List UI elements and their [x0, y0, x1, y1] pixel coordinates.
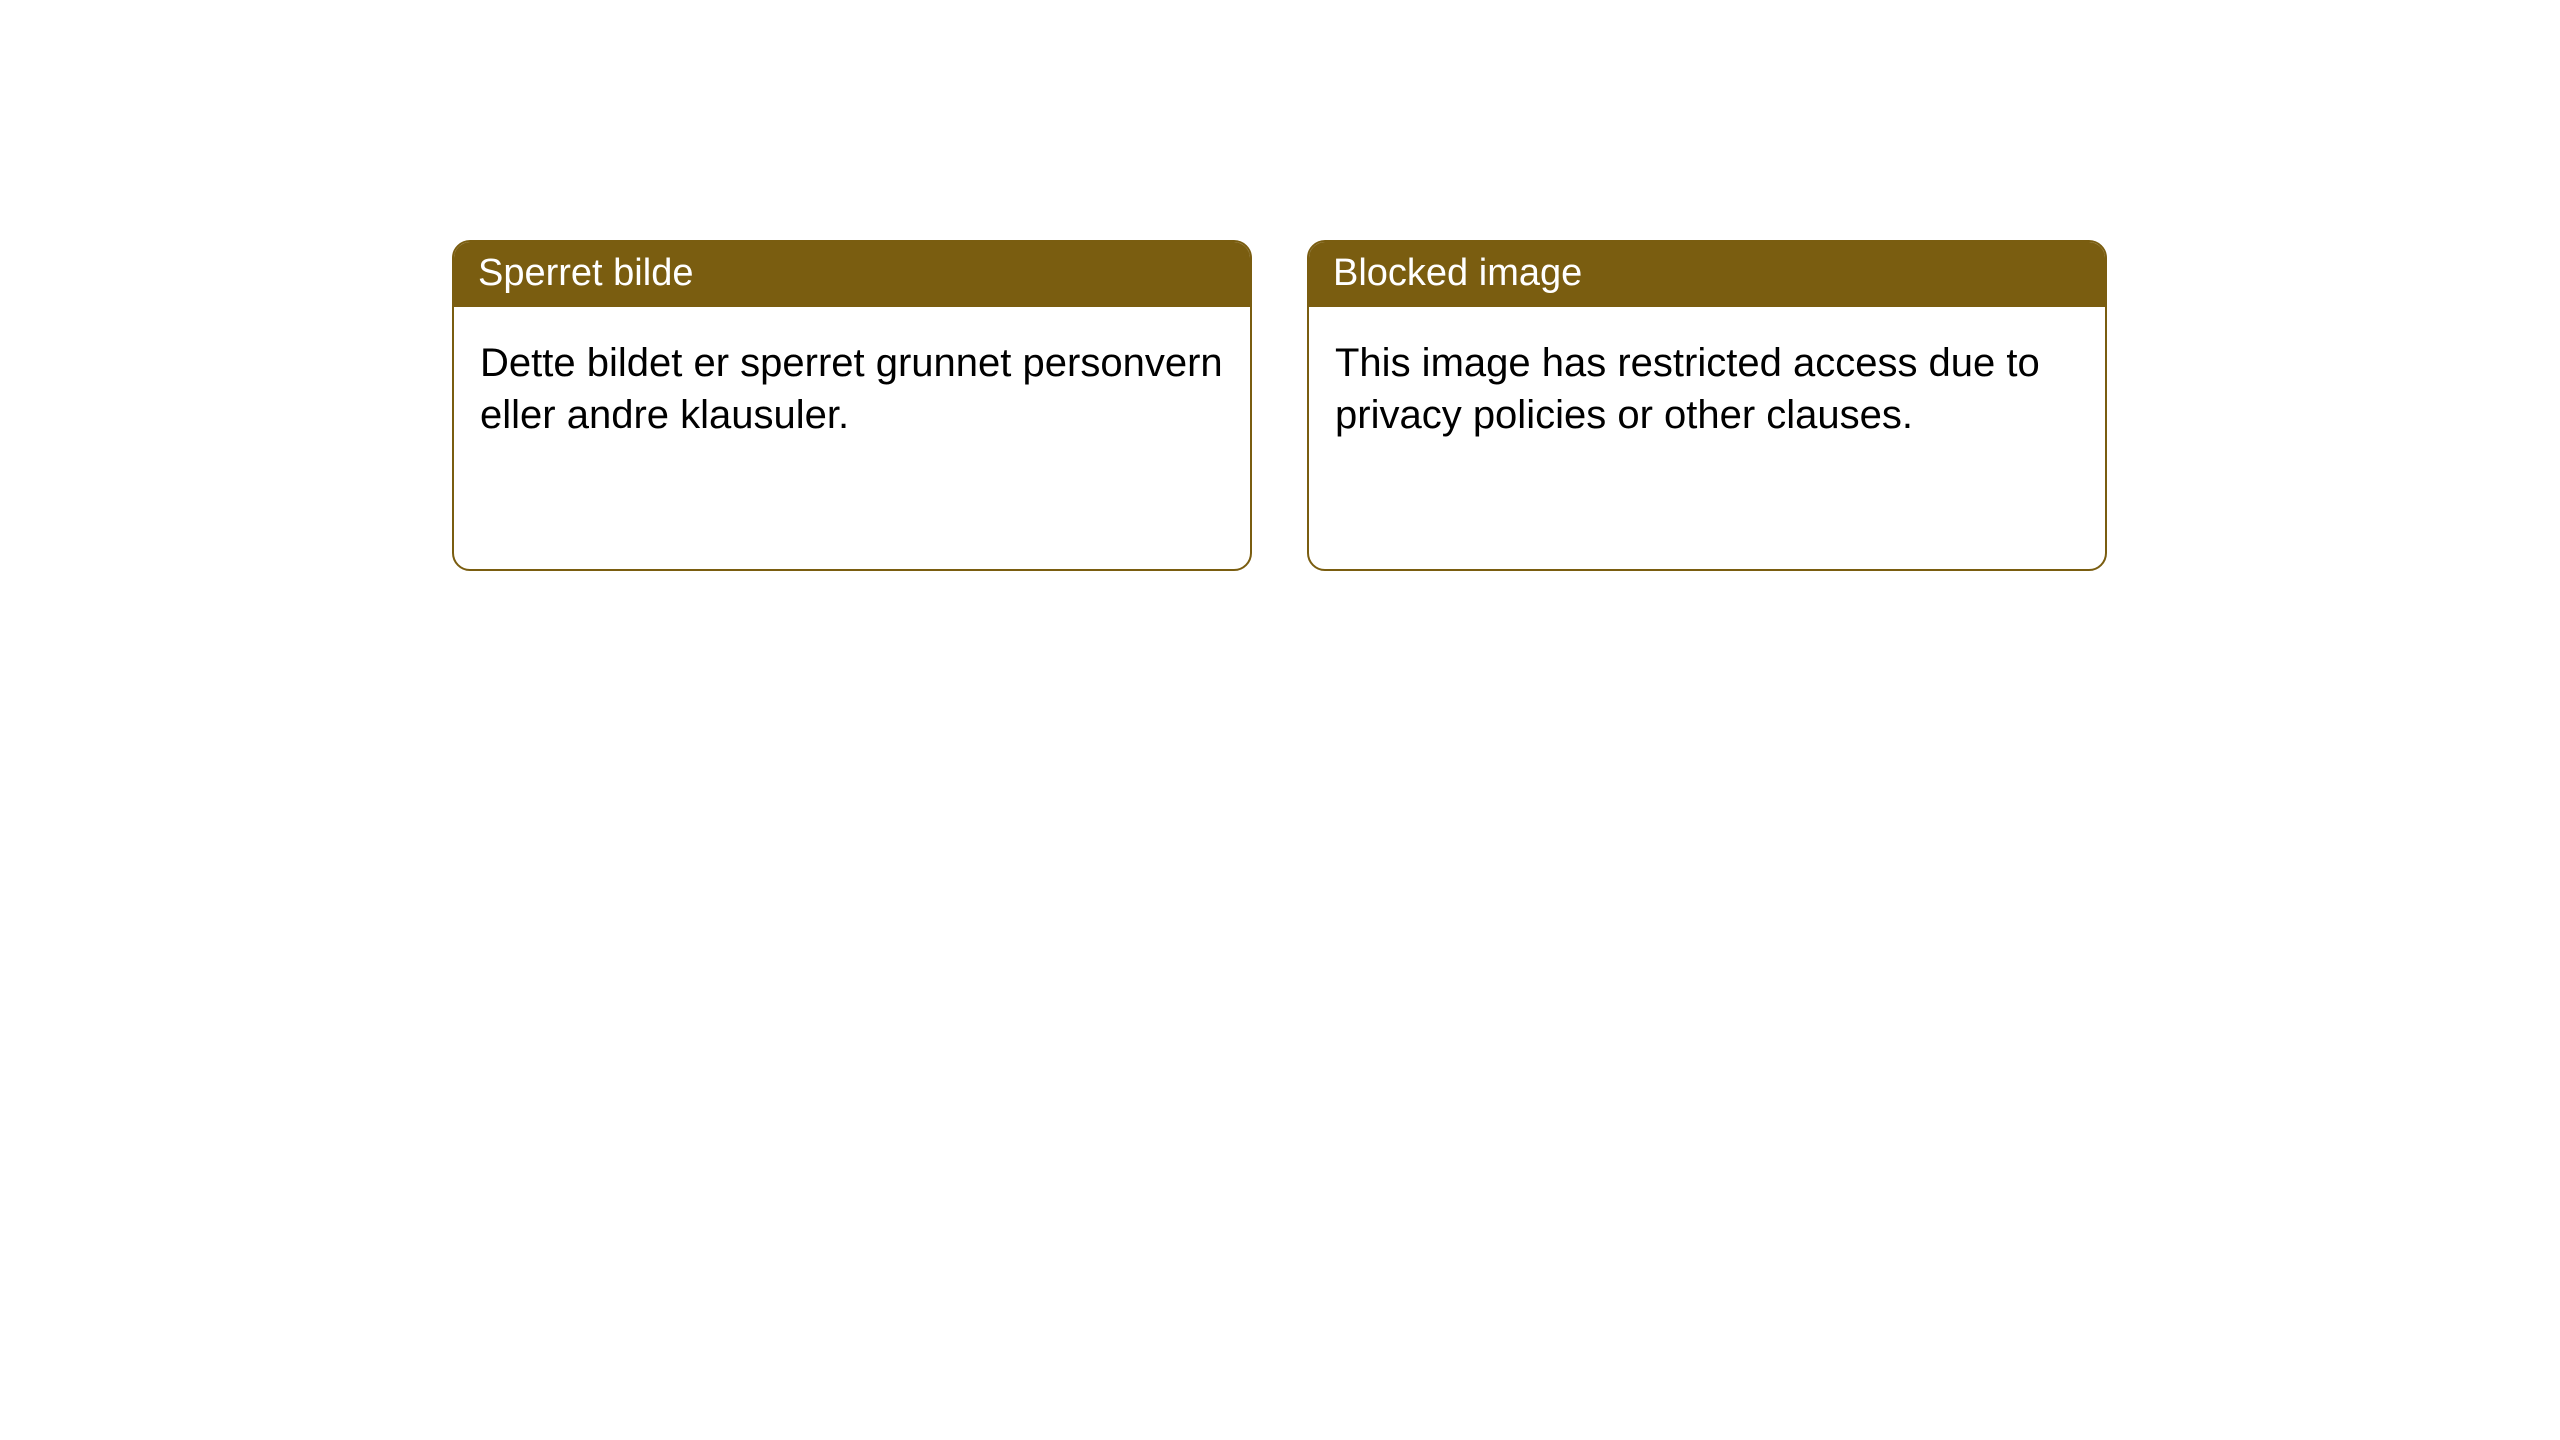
card-body: Dette bildet er sperret grunnet personve…: [454, 307, 1250, 471]
card-body: This image has restricted access due to …: [1309, 307, 2105, 471]
blocked-image-card-no: Sperret bilde Dette bildet er sperret gr…: [452, 240, 1252, 571]
card-title: Blocked image: [1309, 242, 2105, 307]
card-title: Sperret bilde: [454, 242, 1250, 307]
notice-cards-container: Sperret bilde Dette bildet er sperret gr…: [452, 240, 2107, 571]
blocked-image-card-en: Blocked image This image has restricted …: [1307, 240, 2107, 571]
